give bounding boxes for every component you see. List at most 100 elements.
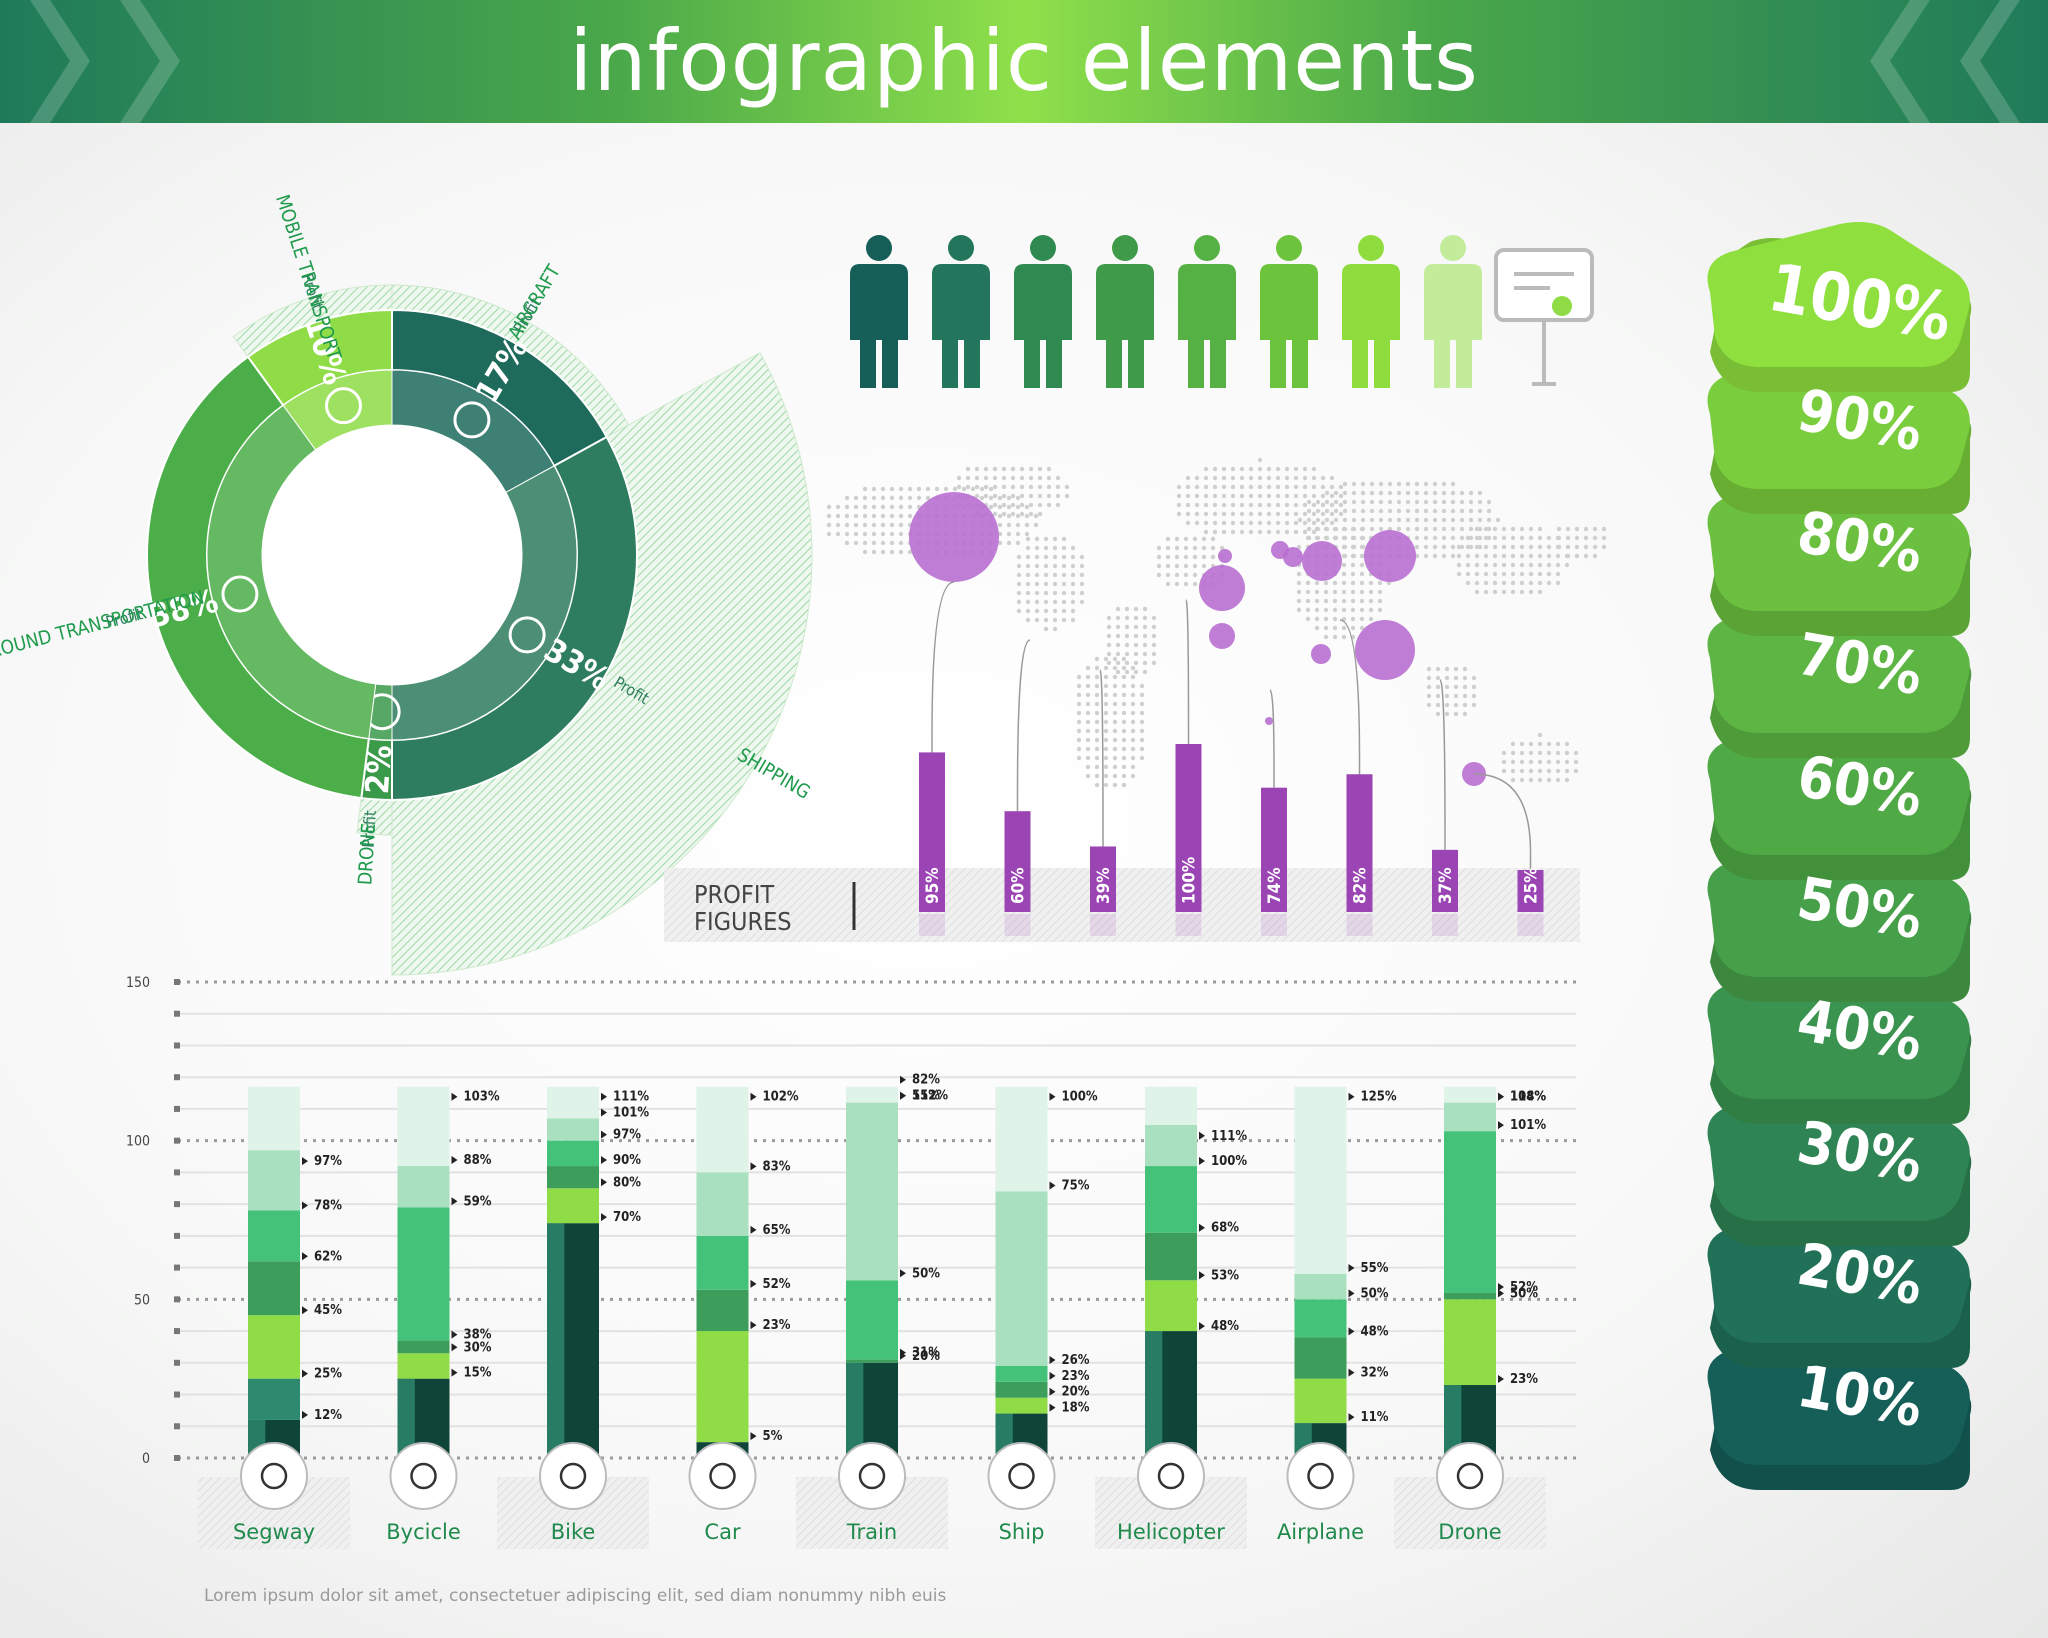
segment-label: 62% <box>314 1249 342 1264</box>
stack-segment <box>696 1172 749 1236</box>
stack-segment-shade <box>547 1223 565 1458</box>
profit-bar <box>1261 787 1287 912</box>
profit-bar <box>1004 811 1031 912</box>
stack-segment <box>397 1207 450 1341</box>
segment-label: 50% <box>1510 1286 1538 1301</box>
ship-icon <box>987 1442 1056 1510</box>
stack-segment <box>248 1378 300 1420</box>
train-icon <box>221 575 259 613</box>
stack-segment <box>1444 1086 1496 1103</box>
stack-segment <box>248 1315 300 1379</box>
segment-pointer <box>750 1092 757 1101</box>
stack-segment <box>1294 1273 1347 1300</box>
profit-bar-label: 74% <box>1265 867 1285 904</box>
segment-pointer <box>1199 1131 1205 1140</box>
map-bubble <box>1199 565 1245 611</box>
person-icon <box>1096 235 1154 388</box>
segment-label: 83% <box>763 1159 791 1174</box>
segment-label: 101% <box>1510 1118 1546 1133</box>
profit-bar-reflection <box>919 914 945 936</box>
stack-segment <box>1294 1299 1347 1338</box>
person-icon <box>1260 235 1318 388</box>
segment-label: 55% <box>1361 1261 1389 1276</box>
profit-bar <box>1517 870 1544 912</box>
car-icon <box>688 1442 757 1510</box>
segment-label: 70% <box>613 1210 641 1225</box>
donut-hole <box>262 425 522 685</box>
helicopter-icon <box>1137 1442 1205 1510</box>
presenter-person-icon <box>1424 235 1482 388</box>
scooter-icon <box>324 387 362 425</box>
stack-segment <box>397 1340 450 1354</box>
stack-segment <box>547 1140 599 1167</box>
stack-segment <box>1444 1292 1496 1300</box>
airplane-icon <box>1286 1442 1355 1510</box>
profit-bar-reflection <box>1090 914 1116 936</box>
donut-category-label: DRONE <box>354 822 380 885</box>
stack-segment <box>1294 1086 1347 1274</box>
segment-pointer <box>900 1269 906 1278</box>
stack-segment <box>995 1397 1048 1414</box>
stack-segment <box>248 1210 300 1262</box>
segment-pointer <box>451 1092 458 1101</box>
y-tick <box>174 1423 180 1430</box>
segment-label: 100% <box>1062 1090 1098 1105</box>
stack-segment <box>248 1261 300 1316</box>
segment-label: 52% <box>763 1277 791 1292</box>
person-icon <box>1342 235 1400 388</box>
people-row <box>850 235 1594 388</box>
segment-label: 101% <box>613 1105 649 1120</box>
segment-label: 103% <box>464 1090 500 1105</box>
segment-label: 48% <box>1361 1324 1389 1339</box>
segment-pointer <box>601 1092 607 1101</box>
profit-bar-label: 82% <box>1351 867 1371 904</box>
stack-segment-shade <box>397 1378 415 1458</box>
segment-pointer <box>302 1306 308 1315</box>
profit-bar-reflection <box>1261 914 1287 936</box>
segment-pointer <box>1049 1371 1056 1380</box>
profit-bar <box>1175 744 1202 912</box>
segment-pointer <box>451 1368 458 1377</box>
drone-icon <box>1436 1442 1504 1510</box>
segment-pointer <box>1348 1368 1355 1377</box>
segment-pointer <box>601 1156 607 1165</box>
stack-segment <box>846 1359 898 1363</box>
map-bubble <box>1265 717 1273 725</box>
stack-segment <box>846 1102 898 1281</box>
map-bubble <box>909 492 999 582</box>
segment-pointer <box>451 1330 458 1339</box>
stack-segment <box>995 1381 1048 1398</box>
stack-segment <box>248 1086 300 1151</box>
stack-segment-shade <box>1444 1385 1462 1458</box>
profit-bar-reflection <box>1346 914 1373 936</box>
ship-icon <box>508 616 546 654</box>
segment-label: 125% <box>1361 1090 1397 1105</box>
stack-segment <box>547 1188 599 1224</box>
connector-line <box>1269 689 1275 788</box>
stack-segment <box>696 1331 749 1443</box>
stack-segment <box>547 1086 599 1119</box>
stack-segment <box>397 1166 450 1208</box>
segment-label: 12% <box>314 1408 342 1423</box>
segment-pointer <box>1199 1157 1205 1166</box>
connector-line <box>1473 773 1532 870</box>
segment-pointer <box>302 1157 308 1166</box>
stack-segment <box>1294 1378 1347 1424</box>
map-bubble <box>1209 623 1235 649</box>
segway-icon <box>240 1442 308 1510</box>
profit-bar-reflection <box>1517 914 1544 936</box>
segment-label: 45% <box>314 1303 342 1318</box>
segment-pointer <box>1049 1355 1056 1364</box>
person-icon <box>1178 235 1236 388</box>
segment-pointer <box>1199 1271 1205 1280</box>
segment-pointer <box>750 1279 757 1288</box>
segment-pointer <box>1049 1181 1056 1190</box>
segment-label: 114% <box>1510 1090 1546 1105</box>
stack-segment <box>995 1365 1048 1382</box>
header-banner: infographic elements <box>0 0 2048 123</box>
segment-pointer <box>900 1348 906 1357</box>
segment-pointer <box>1498 1092 1504 1101</box>
